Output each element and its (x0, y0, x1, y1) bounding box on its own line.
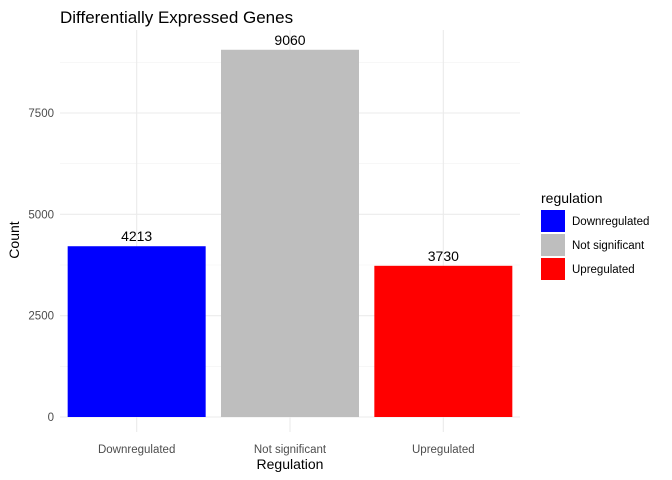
x-tick-label: Upregulated (412, 444, 475, 456)
legend-label: Not significant (572, 240, 645, 252)
chart-title: Differentially Expressed Genes (60, 8, 293, 27)
data-label: 3730 (428, 248, 459, 264)
y-tick-label: 0 (48, 412, 54, 424)
legend-key (541, 210, 565, 232)
bar-downregulated (67, 246, 206, 417)
y-tick-label: 5000 (28, 209, 54, 221)
legend-title: regulation (541, 190, 603, 206)
y-axis-title: Count (6, 221, 22, 258)
legend-key (541, 258, 565, 280)
legend-label: Upregulated (572, 264, 635, 276)
legend-key (541, 234, 565, 256)
x-axis-ticks: Downregulated Not significant Upregulated (98, 444, 475, 456)
legend-entries: Downregulated Not significant Upregulated (541, 210, 649, 280)
legend: regulation Downregulated Not significant U… (541, 190, 649, 280)
legend-label: Downregulated (572, 216, 649, 228)
data-labels: 4213 9060 3730 (121, 32, 459, 264)
data-label: 9060 (274, 32, 305, 48)
y-tick-label: 2500 (28, 311, 54, 323)
x-tick-label: Not significant (254, 444, 327, 456)
y-axis-ticks: 0 2500 5000 7500 (28, 108, 54, 424)
bars (67, 49, 513, 417)
data-label: 4213 (121, 228, 152, 244)
y-tick-label: 7500 (28, 108, 54, 120)
x-tick-label: Downregulated (98, 444, 175, 456)
bar-not-significant (221, 49, 359, 417)
bar-upregulated (374, 265, 513, 417)
x-axis-title: Regulation (257, 456, 324, 472)
